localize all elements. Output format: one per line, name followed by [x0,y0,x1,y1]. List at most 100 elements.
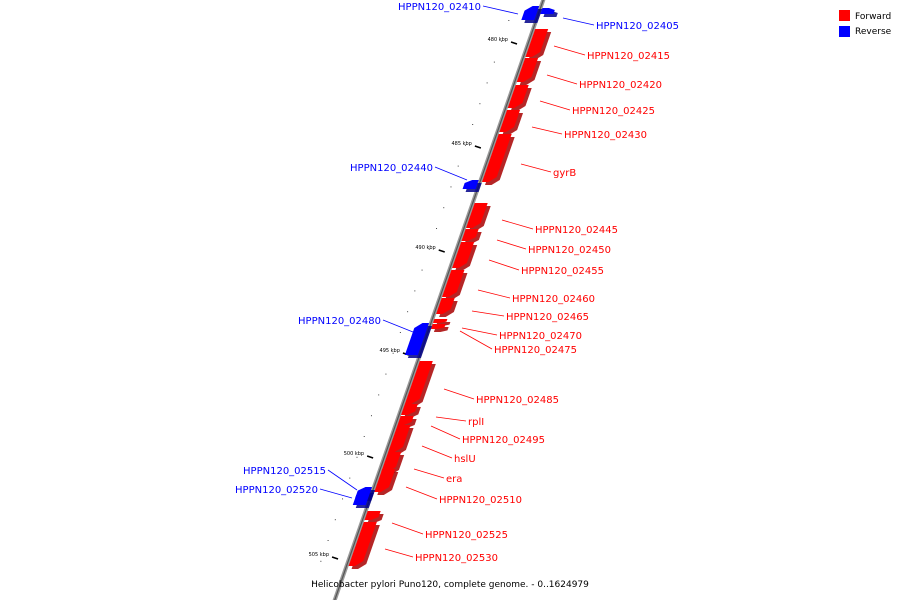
gene-label[interactable]: HPPN120_02405 [596,21,679,32]
gene-arrow[interactable] [381,452,402,472]
gene-label-leader [459,330,493,350]
gene-label[interactable]: HPPN120_02425 [572,106,655,117]
axis-tick [331,556,339,560]
gene-arrow[interactable] [452,242,475,268]
gene-arrow[interactable] [499,110,521,132]
gene-arrow[interactable] [461,229,479,241]
gene-label[interactable]: HPPN120_02525 [425,530,508,541]
axis-minor-tick [399,332,401,333]
axis-tick-label: 480 kbp [488,37,508,43]
gene-arrow[interactable] [442,270,465,297]
axis-minor-tick [378,394,380,396]
axis-minor-tick [479,103,481,105]
gene-label-leader [384,548,414,558]
axis-minor-tick [349,477,351,479]
legend: Forward Reverse [839,10,892,37]
axis-minor-tick [450,186,452,188]
gene-label-leader [501,219,534,230]
gene-arrow[interactable] [462,180,479,189]
gene-label-leader [382,319,414,333]
gene-arrow[interactable] [348,522,377,566]
gene-arrow[interactable] [404,361,433,404]
gene-label-leader [546,74,578,85]
gene-label[interactable]: HPPN120_02445 [535,225,618,236]
gene-label-leader [461,327,498,336]
gene-label-leader [405,486,438,500]
axis-tick-label: 495 kbp [380,348,400,354]
gene-label[interactable]: gyrB [553,168,576,179]
gene-label[interactable]: HPPN120_02495 [462,435,545,446]
axis-tick [438,249,445,253]
gene-arrow[interactable] [540,8,555,14]
gene-arrow[interactable] [516,58,539,82]
axis-minor-tick [428,248,430,250]
gene-label[interactable]: HPPN120_02460 [512,294,595,305]
axis-tick-label: 500 kbp [344,451,364,457]
gene-label[interactable]: HPPN120_02515 [243,466,326,477]
gene-label-leader [531,126,563,135]
gene-arrow[interactable] [521,6,540,20]
gene-label-leader [477,289,511,299]
gene-label-leader [435,416,467,422]
axis-minor-tick [363,436,365,437]
axis-tick-label: 505 kbp [309,552,329,558]
gene-labels: HPPN120_02410 HPPN120_02405 HPPN120_02415 H… [235,2,679,564]
gene-arrow[interactable] [482,134,512,182]
gene-label-leader [553,45,586,56]
gene-label[interactable]: HPPN120_02530 [415,553,498,564]
gene-arrow[interactable] [466,203,488,228]
axis-minor-tick [493,61,495,63]
gene-label-leader [496,239,527,250]
gene-label[interactable]: HPPN120_02415 [587,51,670,62]
gene-arrow[interactable] [430,324,446,329]
gene-arrow[interactable] [404,323,430,355]
gene-label[interactable]: hslU [454,454,476,465]
axis-minor-tick [356,456,358,458]
gene-arrow[interactable] [507,85,529,108]
gene-label-leader [443,388,475,400]
legend-reverse-label: Reverse [855,27,892,37]
gene-label[interactable]: HPPN120_02470 [499,331,582,342]
gene-label[interactable]: HPPN120_02465 [506,312,589,323]
gene-arrow[interactable] [352,490,371,505]
gene-label-leader [562,17,595,26]
axis-minor-tick [313,581,315,583]
gene-label[interactable]: HPPN120_02455 [521,266,604,277]
gene-label[interactable]: HPPN120_02440 [350,163,433,174]
gene-label[interactable]: HPPN120_02485 [476,395,559,406]
axis-tick [474,145,482,149]
gene-label[interactable]: HPPN120_02420 [579,80,662,91]
axis-minor-tick [385,373,387,375]
gene-arrow[interactable] [436,298,455,314]
gene-label-leader [488,259,520,271]
gene-label[interactable]: HPPN120_02510 [439,495,522,506]
axis-tick-label: 485 kbp [451,141,471,147]
gene-arrow[interactable] [364,511,381,520]
gene-label[interactable]: HPPN120_02410 [398,2,481,13]
axis-minor-tick [472,124,474,125]
gene-label[interactable]: HPPN120_02450 [528,245,611,256]
axis-minor-tick [392,352,394,354]
gene-label[interactable]: rplI [468,417,484,428]
gene-arrow[interactable] [374,469,396,492]
label-leaders [319,5,595,558]
gene-label-leader [539,100,571,111]
gene-label-leader [319,488,353,499]
gene-label[interactable]: HPPN120_02430 [564,130,647,141]
gene-label[interactable]: HPPN120_02475 [494,345,577,356]
axis-minor-tick [370,415,372,417]
gene-label-leader [327,469,358,491]
gene-arrow[interactable] [388,425,411,452]
legend-reverse-swatch [839,26,850,37]
gene-arrow[interactable] [525,29,549,57]
gene-label-leader [471,310,505,317]
gene-label[interactable]: HPPN120_02480 [298,316,381,327]
axis-minor-tick [457,165,459,167]
gene-arrow[interactable] [433,319,448,323]
gene-label-leader [430,425,461,440]
gene-label[interactable]: HPPN120_02520 [235,485,318,496]
gene-label[interactable]: era [446,474,462,485]
gene-arrow[interactable] [401,404,418,415]
gene-arrow[interactable] [397,416,414,425]
